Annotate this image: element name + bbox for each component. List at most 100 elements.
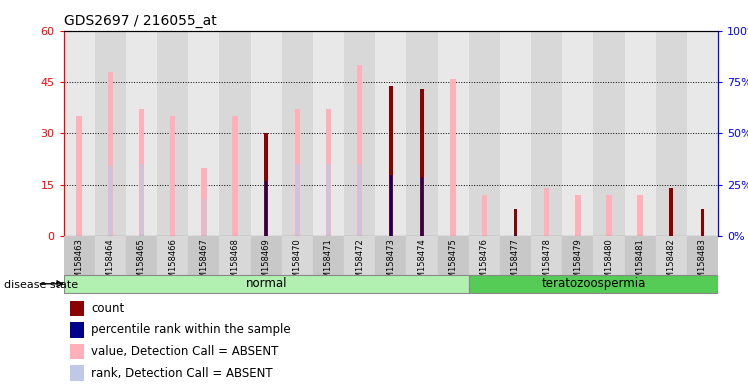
Text: GSM158466: GSM158466 (168, 238, 177, 289)
FancyBboxPatch shape (469, 275, 718, 293)
Bar (295, 109, 300, 236)
Bar (406, 236, 438, 275)
Bar (188, 31, 219, 236)
Bar (64, 31, 95, 236)
Text: GSM158475: GSM158475 (449, 238, 458, 289)
Bar (358, 164, 361, 236)
Text: value, Detection Call = ABSENT: value, Detection Call = ABSENT (91, 345, 278, 358)
Bar (70, 322, 85, 338)
Bar (656, 31, 687, 236)
Bar (531, 31, 562, 236)
Bar (375, 31, 406, 236)
Text: GSM158482: GSM158482 (666, 238, 676, 289)
Bar (70, 366, 85, 381)
Text: GSM158473: GSM158473 (386, 238, 396, 289)
Bar (313, 236, 344, 275)
Text: GDS2697 / 216055_at: GDS2697 / 216055_at (64, 14, 216, 28)
Bar (76, 116, 82, 236)
Bar (70, 344, 85, 359)
Text: GSM158477: GSM158477 (511, 238, 520, 289)
Bar (438, 236, 469, 275)
Bar (375, 236, 406, 275)
Text: rank, Detection Call = ABSENT: rank, Detection Call = ABSENT (91, 367, 272, 380)
Bar (64, 236, 95, 275)
Text: GSM158468: GSM158468 (230, 238, 239, 289)
Bar (344, 236, 375, 275)
Text: GSM158474: GSM158474 (417, 238, 426, 289)
Bar (562, 31, 593, 236)
Bar (701, 209, 705, 236)
Bar (625, 31, 656, 236)
Bar (625, 236, 656, 275)
Bar (325, 109, 331, 236)
Bar (95, 31, 126, 236)
Bar (109, 166, 111, 236)
Text: GSM158469: GSM158469 (262, 238, 271, 289)
Text: GSM158472: GSM158472 (355, 238, 364, 289)
Text: count: count (91, 302, 124, 315)
Bar (357, 65, 363, 236)
Bar (469, 31, 500, 236)
Bar (188, 236, 219, 275)
Bar (420, 89, 424, 236)
Text: GSM158471: GSM158471 (324, 238, 333, 289)
Bar (251, 236, 282, 275)
Text: GSM158465: GSM158465 (137, 238, 146, 289)
Bar (95, 236, 126, 275)
Bar (157, 236, 188, 275)
Bar (515, 234, 516, 236)
Text: GSM158483: GSM158483 (698, 238, 707, 289)
Bar (219, 31, 251, 236)
Bar (251, 31, 282, 236)
Bar (108, 72, 113, 236)
Text: GSM158480: GSM158480 (604, 238, 613, 289)
Text: percentile rank within the sample: percentile rank within the sample (91, 323, 290, 336)
Bar (282, 31, 313, 236)
Text: GSM158478: GSM158478 (542, 238, 551, 289)
Bar (203, 199, 205, 236)
Text: disease state: disease state (4, 280, 78, 290)
Bar (201, 168, 206, 236)
Bar (282, 236, 313, 275)
Bar (264, 134, 268, 236)
Bar (157, 31, 188, 236)
FancyBboxPatch shape (64, 275, 469, 293)
Bar (514, 209, 518, 236)
Text: GSM158470: GSM158470 (292, 238, 302, 289)
Bar (606, 195, 612, 236)
Bar (170, 116, 176, 236)
Bar (469, 236, 500, 275)
Bar (266, 181, 267, 236)
Bar (390, 174, 392, 236)
Bar (313, 31, 344, 236)
Bar (500, 31, 531, 236)
Text: normal: normal (245, 277, 287, 290)
Bar (438, 31, 469, 236)
Bar (344, 31, 375, 236)
Bar (593, 31, 625, 236)
Bar (531, 236, 562, 275)
Bar (450, 79, 456, 236)
Bar (687, 31, 718, 236)
Bar (126, 31, 157, 236)
Bar (140, 164, 143, 236)
Bar (126, 236, 157, 275)
Bar (637, 195, 643, 236)
Text: GSM158463: GSM158463 (75, 238, 84, 289)
Bar (593, 236, 625, 275)
Text: GSM158479: GSM158479 (573, 238, 583, 289)
Text: GSM158476: GSM158476 (479, 238, 489, 289)
Bar (406, 31, 438, 236)
Bar (389, 86, 393, 236)
Bar (656, 236, 687, 275)
Bar (544, 188, 550, 236)
Text: GSM158481: GSM158481 (636, 238, 645, 289)
Bar (482, 195, 487, 236)
Bar (575, 195, 580, 236)
Bar (421, 177, 423, 236)
Text: GSM158464: GSM158464 (105, 238, 115, 289)
Bar (232, 116, 238, 236)
Bar (687, 236, 718, 275)
Bar (500, 236, 531, 275)
Bar (70, 301, 85, 316)
